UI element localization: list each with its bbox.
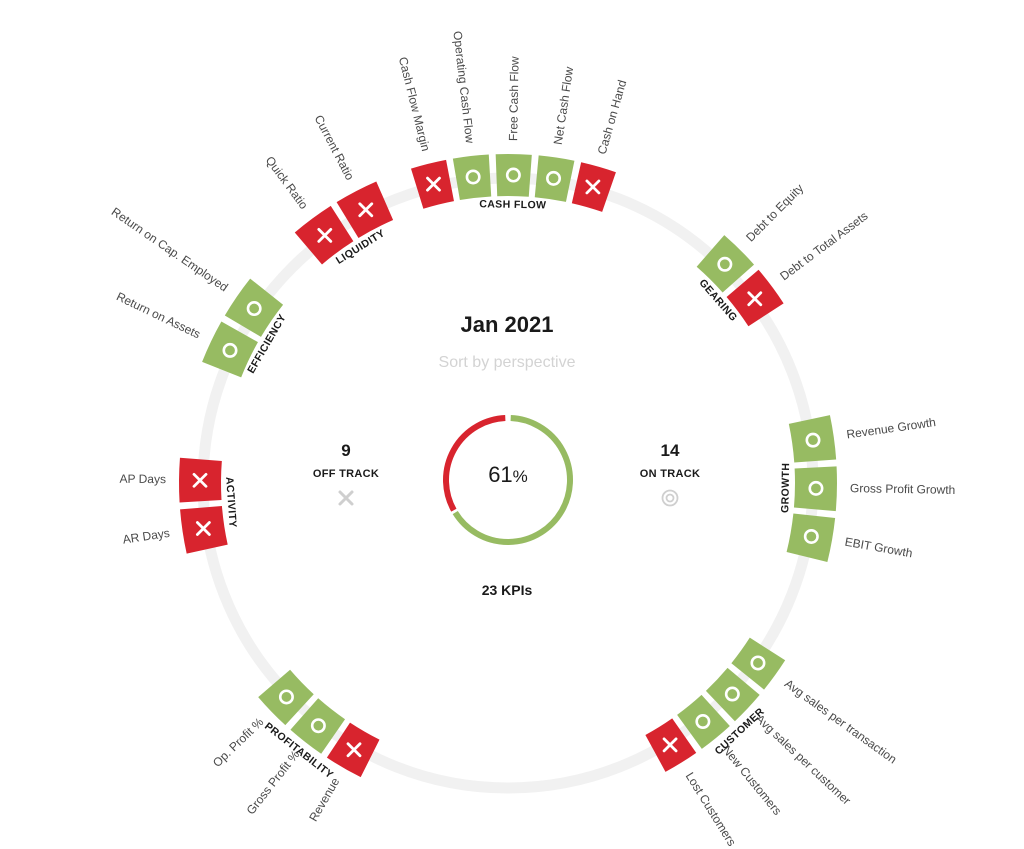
kpi-tile-debt-to-equity[interactable]: [696, 235, 755, 293]
perspective-name-activity: ACTIVITY: [223, 476, 239, 528]
kpi-tile-return-on-assets[interactable]: [202, 321, 258, 378]
off-track-x-icon: [192, 472, 208, 488]
on-track-circle-icon: [278, 689, 294, 705]
kpi-tile-return-on-cap-employed[interactable]: [224, 278, 284, 337]
kpi-label-net-cash-flow: Net Cash Flow: [551, 65, 577, 145]
off-track-x-icon: [585, 179, 601, 195]
kpi-tile-avg-sales-per-transaction[interactable]: [731, 637, 786, 690]
off-track-count: 9: [341, 441, 351, 460]
kpi-tile-op-profit[interactable]: [258, 669, 314, 726]
perspective-activity: AR Days AP Days ACTIVITY: [119, 457, 239, 554]
on-track-count: 14: [660, 441, 680, 460]
sort-by-perspective-link[interactable]: Sort by perspective: [438, 354, 576, 371]
on-track-circle-icon: [695, 714, 711, 730]
perspective-growth: Revenue Growth Gross Profit Growth EBIT Gr…: [779, 415, 956, 563]
off-track-label: OFF TRACK: [312, 468, 380, 480]
kpi-label-cash-flow-margin: Cash Flow Margin: [396, 55, 433, 152]
on-track-circle-icon: [222, 342, 238, 358]
kpi-label-revenue-growth: Revenue Growth: [846, 415, 937, 441]
kpi-tile-avg-sales-per-customer[interactable]: [705, 667, 760, 722]
off-track-x-icon: [338, 490, 354, 506]
off-track-x-icon: [358, 202, 374, 218]
on-track-circle-icon: [246, 301, 262, 317]
off-track-x-icon: [346, 742, 362, 758]
on-track-circle-icon: [505, 167, 521, 183]
progress-donut: [443, 415, 573, 545]
kpi-label-debt-to-total-assets: Debt to Total Assets: [777, 209, 870, 284]
kpi-label-operating-cash-flow: Operating Cash Flow: [450, 30, 477, 144]
kpi-label-new-customers: New Customers: [720, 743, 785, 818]
perspective-cash-flow: Cash Flow Margin Operating Cash Flow Free …: [396, 30, 629, 212]
percent-value: 61: [488, 462, 513, 487]
on-track-circle-icon: [310, 718, 326, 734]
on-track-label: ON TRACK: [639, 468, 701, 480]
kpi-label-debt-to-equity: Debt to Equity: [743, 181, 806, 244]
off-track-x-icon: [662, 737, 678, 753]
kpi-label-ar-days: AR Days: [122, 526, 171, 547]
kpi-tile-gross-profit[interactable]: [290, 698, 346, 754]
percent-on-track: 61%: [446, 462, 570, 488]
kpi-tile-new-customers[interactable]: [677, 694, 730, 749]
period-title: Jan 2021: [460, 312, 554, 337]
kpi-tile-revenue-growth[interactable]: [788, 415, 837, 463]
perspective-segments: Cash Flow Margin Operating Cash Flow Free …: [109, 30, 956, 848]
perspective-name-cash-flow: CASH FLOW: [479, 198, 546, 211]
on-track-target-icon: [661, 489, 679, 507]
kpi-tile-operating-cash-flow[interactable]: [452, 154, 492, 201]
kpi-label-current-ratio: Current Ratio: [312, 113, 358, 183]
kpi-label-return-on-cap-employed: Return on Cap. Employed: [109, 205, 231, 295]
donut-on-track-arc: [452, 415, 573, 545]
kpi-label-return-on-assets: Return on Assets: [114, 289, 203, 341]
kpi-label-gross-profit: Gross Profit %: [244, 747, 303, 817]
kpi-label-revenue: Revenue: [306, 775, 342, 824]
kpi-tile-free-cash-flow[interactable]: [495, 154, 532, 197]
donut-off-track-arc: [443, 415, 506, 512]
on-track-circle-icon: [808, 480, 824, 496]
kpi-tile-gross-profit-growth[interactable]: [793, 466, 838, 512]
on-track-circle-icon: [803, 528, 819, 544]
on-track-circle-icon: [724, 686, 740, 702]
kpi-label-ebit-growth: EBIT Growth: [844, 535, 914, 561]
off-track-x-icon: [426, 176, 441, 192]
kpi-label-op-profit: Op. Profit %: [210, 715, 266, 770]
kpi-label-ap-days: AP Days: [119, 472, 166, 486]
off-track-x-icon: [747, 291, 763, 307]
kpi-label-free-cash-flow: Free Cash Flow: [506, 56, 521, 141]
kpi-label-quick-ratio: Quick Ratio: [263, 154, 311, 212]
on-track-circle-icon: [805, 432, 821, 448]
kpi-label-lost-customers: Lost Customers: [683, 770, 739, 849]
on-track-circle-icon: [546, 170, 562, 186]
off-track-x-icon: [195, 521, 211, 536]
kpi-label-cash-on-hand: Cash on Hand: [595, 78, 630, 156]
kpi-tile-ebit-growth[interactable]: [786, 513, 836, 563]
kpi-tile-net-cash-flow[interactable]: [534, 155, 575, 202]
on-track-circle-icon: [465, 169, 481, 185]
on-track-circle-icon: [717, 256, 733, 272]
kpi-label-gross-profit-growth: Gross Profit Growth: [850, 481, 956, 497]
perspective-name-growth: GROWTH: [779, 463, 792, 513]
off-track-x-icon: [317, 228, 333, 243]
percent-unit: %: [512, 467, 528, 486]
kpi-total: 23 KPIs: [481, 582, 533, 598]
on-track-circle-icon: [750, 655, 766, 671]
